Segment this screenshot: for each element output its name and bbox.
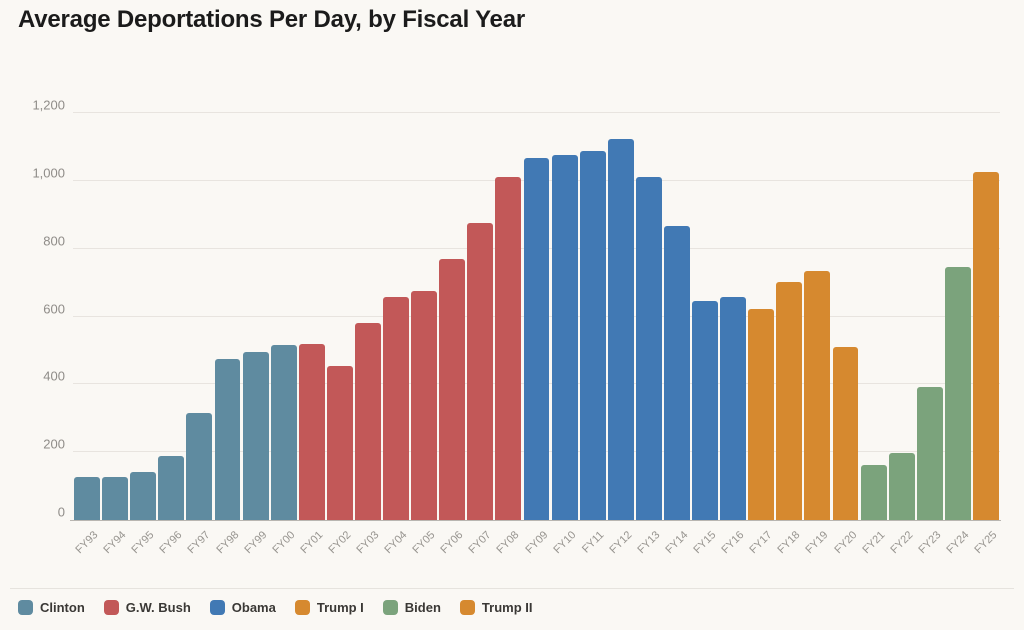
x-tick-label-FY08: FY08	[494, 529, 522, 557]
legend-item-g-w-bush: G.W. Bush	[103, 600, 191, 615]
chart-title: Average Deportations Per Day, by Fiscal …	[18, 6, 525, 33]
bar-FY03[interactable]	[355, 323, 381, 520]
y-tick-label-0: 0	[57, 504, 65, 520]
bar-FY02[interactable]	[326, 366, 353, 520]
bar-FY00[interactable]	[270, 344, 297, 520]
bar-FY05[interactable]	[411, 290, 438, 520]
bar-FY01[interactable]	[298, 343, 325, 520]
bar-FY24[interactable]	[944, 266, 971, 520]
legend-label: G.W. Bush	[125, 600, 191, 615]
x-tick-label-FY23: FY23	[916, 529, 944, 557]
bar-FY21[interactable]	[860, 465, 887, 520]
x-tick-label-FY98: FY98	[213, 529, 241, 557]
x-tick-label-FY19: FY19	[803, 529, 831, 557]
bar-FY22[interactable]	[888, 452, 915, 520]
x-tick-label-FY95: FY95	[129, 529, 157, 557]
legend-item-trump-i: Trump I	[294, 600, 364, 615]
legend-swatch	[209, 600, 225, 615]
x-tick-label-FY94: FY94	[101, 529, 129, 557]
legend-item-obama: Obama	[209, 600, 276, 615]
x-tick-label-FY05: FY05	[410, 529, 438, 557]
x-tick-label-FY21: FY21	[859, 529, 888, 557]
legend-item-clinton: Clinton	[18, 600, 85, 615]
legend-label: Clinton	[40, 600, 85, 615]
x-tick-label-FY04: FY04	[382, 529, 410, 557]
bar-FY04[interactable]	[383, 296, 409, 520]
bar-FY97[interactable]	[186, 413, 213, 520]
x-tick-label-FY96: FY96	[157, 529, 185, 557]
x-tick-label-FY13: FY13	[635, 529, 663, 557]
legend-swatch	[18, 600, 33, 615]
y-tick-label-800: 800	[43, 233, 65, 249]
legend-item-trump-ii: Trump II	[459, 600, 533, 615]
bar-FY23[interactable]	[916, 387, 943, 520]
bar-FY17[interactable]	[748, 309, 775, 520]
legend-label: Obama	[231, 600, 276, 615]
legend-label: Biden	[404, 600, 441, 615]
x-tick-label-FY07: FY07	[466, 529, 494, 557]
legend-item-biden: Biden	[382, 600, 441, 615]
bar-FY94[interactable]	[102, 476, 129, 520]
y-tick-label-600: 600	[43, 301, 65, 316]
legend: Clinton G.W. Bush Obama Trump I Biden Trump I…	[18, 600, 532, 615]
y-tick-label-400: 400	[43, 368, 65, 384]
bar-FY98[interactable]	[214, 358, 241, 520]
x-tick-label-FY20: FY20	[831, 529, 859, 557]
bar-FY96[interactable]	[158, 455, 185, 520]
bar-FY99[interactable]	[242, 352, 269, 520]
x-tick-label-FY00: FY00	[270, 529, 298, 557]
x-tick-label-FY06: FY06	[438, 529, 466, 557]
bar-FY93[interactable]	[74, 476, 100, 520]
x-tick-label-FY09: FY09	[522, 529, 550, 557]
y-tick-label-1200: 1,200	[32, 97, 65, 113]
x-tick-label-FY17: FY17	[747, 529, 775, 557]
legend-swatch	[459, 600, 475, 615]
x-tick-label-FY24: FY24	[944, 529, 972, 557]
bar-FY13[interactable]	[635, 176, 662, 520]
legend-swatch	[103, 600, 119, 615]
legend-divider	[10, 588, 1014, 589]
bar-FY06[interactable]	[439, 258, 466, 520]
x-tick-label-FY97: FY97	[185, 529, 213, 557]
x-tick-label-FY03: FY03	[354, 529, 382, 557]
x-tick-label-FY14: FY14	[663, 529, 691, 557]
x-axis-line	[70, 520, 1001, 521]
bar-FY25[interactable]	[973, 172, 999, 520]
x-tick-label-FY10: FY10	[550, 529, 579, 557]
y-tick-label-1000: 1,000	[32, 165, 65, 181]
bar-FY20[interactable]	[832, 347, 859, 520]
x-tick-label-FY12: FY12	[607, 529, 635, 557]
x-tick-label-FY15: FY15	[691, 529, 719, 557]
x-tick-label-FY02: FY02	[326, 529, 354, 557]
x-tick-label-FY22: FY22	[888, 529, 916, 557]
x-tick-label-FY11: FY11	[579, 529, 607, 556]
bar-FY95[interactable]	[130, 472, 157, 520]
bar-FY15[interactable]	[692, 301, 718, 520]
bar-FY08[interactable]	[495, 176, 522, 520]
x-tick-label-FY16: FY16	[719, 529, 747, 557]
legend-label: Trump II	[481, 600, 533, 615]
bar-FY14[interactable]	[664, 225, 690, 520]
bar-FY19[interactable]	[804, 271, 831, 520]
bar-FY10[interactable]	[551, 154, 578, 520]
bar-FY16[interactable]	[720, 296, 747, 520]
y-tick-label-200: 200	[43, 436, 65, 452]
bar-FY07[interactable]	[467, 223, 494, 520]
legend-swatch	[294, 600, 310, 615]
x-tick-label-FY99: FY99	[241, 529, 270, 557]
x-tick-label-FY93: FY93	[73, 529, 101, 557]
legend-label: Trump I	[316, 600, 364, 615]
x-tick-label-FY01: FY01	[298, 529, 326, 557]
bar-FY12[interactable]	[607, 138, 634, 520]
plot-area: 0 200 400 600 800 1,000 1,200 FY93 FY94 FY95 FY96…	[32, 98, 1001, 556]
legend-swatch	[382, 600, 398, 615]
bar-FY18[interactable]	[776, 281, 803, 520]
gridline-1200	[73, 112, 1000, 113]
bar-FY11[interactable]	[579, 150, 606, 520]
x-tick-label-FY18: FY18	[775, 529, 803, 557]
x-tick-label-FY25: FY25	[972, 529, 1000, 557]
bar-FY09[interactable]	[523, 157, 550, 520]
